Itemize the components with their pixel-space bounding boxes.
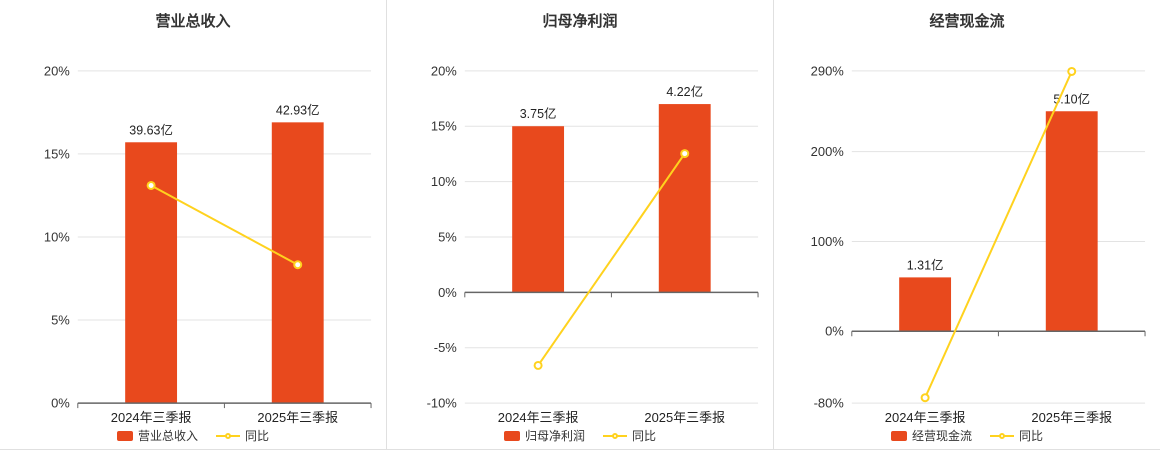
x-category-label: 2025年三季报 <box>257 410 338 425</box>
bar-value-label: 1.31亿 <box>907 257 944 272</box>
legend-label-yoy: 同比 <box>632 429 657 443</box>
panel-net-profit: 归母净利润 20% 15% 10% 5% 0% -5% -10% 3.75亿 4.22亿 2024… <box>386 0 773 449</box>
legend-label-net-profit: 归母净利润 <box>524 429 585 443</box>
panel-total-revenue: 营业总收入 20% 15% 10% 5% 0% 39.63亿 42.93亿 2024年三季报 2… <box>0 0 386 449</box>
y-tick-label: 15% <box>431 119 457 134</box>
bar-curr-period <box>658 104 711 293</box>
line-marker-icon <box>216 432 240 439</box>
chart-title-net-profit: 归母净利润 <box>542 13 618 30</box>
y-tick-label: -5% <box>434 340 458 355</box>
y-tick-label: 290% <box>811 63 845 78</box>
bar-value-label: 5.10亿 <box>1053 91 1090 106</box>
net-profit-chart: 20% 15% 10% 5% 0% -5% -10% 3.75亿 4.22亿 2024年三季报 20… <box>427 63 759 425</box>
legend-label-cash-flow: 经营现金流 <box>911 429 972 443</box>
bar-swatch-icon <box>116 430 133 441</box>
bar-prev-period <box>899 277 952 332</box>
chart-legend-cash-flow: 经营现金流 同比 <box>774 427 1160 444</box>
y-tick-label: 0% <box>825 324 844 339</box>
bar-prev-period <box>512 126 565 293</box>
y-tick-label: 5% <box>51 313 70 328</box>
legend-label-yoy: 同比 <box>1019 429 1044 443</box>
yoy-point-marker <box>146 180 156 190</box>
chart-title-cash-flow: 经营现金流 <box>929 13 1005 30</box>
y-tick-label: 100% <box>811 234 845 249</box>
chart-legend-revenue: 营业总收入 同比 <box>0 427 386 444</box>
y-tick-label: 5% <box>438 229 457 244</box>
legend-item-net-profit-bar[interactable]: 归母净利润 <box>503 427 585 444</box>
yoy-line <box>150 184 299 266</box>
yoy-point-marker <box>920 393 930 403</box>
yoy-point-marker <box>533 360 543 370</box>
legend-item-revenue-yoy[interactable]: 同比 <box>216 427 269 444</box>
y-tick-label: -80% <box>814 396 845 411</box>
x-category-label: 2025年三季报 <box>644 410 725 425</box>
chart-legend-net-profit: 归母净利润 同比 <box>387 427 773 444</box>
bar-value-label: 39.63亿 <box>129 122 173 137</box>
x-category-label: 2025年三季报 <box>1031 410 1112 425</box>
legend-item-net-profit-yoy[interactable]: 同比 <box>603 427 656 444</box>
yoy-point-marker <box>1067 66 1077 76</box>
y-tick-label: 15% <box>44 146 70 161</box>
y-tick-label: 20% <box>44 63 70 78</box>
legend-label-yoy: 同比 <box>245 429 270 443</box>
y-tick-label: -10% <box>427 396 458 411</box>
line-marker-icon <box>603 432 627 439</box>
bar-value-label: 4.22亿 <box>666 84 703 99</box>
chart-title-revenue: 营业总收入 <box>155 13 231 30</box>
yoy-point-marker <box>293 260 303 270</box>
line-marker-icon <box>990 432 1014 439</box>
legend-item-cash-flow-yoy[interactable]: 同比 <box>990 427 1043 444</box>
bar-value-label: 42.93亿 <box>276 102 320 117</box>
yoy-point-marker <box>680 149 690 159</box>
y-tick-label: 10% <box>431 174 457 189</box>
panel-operating-cash-flow: 经营现金流 290% 200% 100% 0% -80% 1.31亿 5.10亿 2024年三… <box>773 0 1160 449</box>
y-tick-label: 10% <box>44 229 70 244</box>
legend-item-revenue-bar[interactable]: 营业总收入 <box>116 427 198 444</box>
x-category-label: 2024年三季报 <box>498 410 579 425</box>
legend-label-revenue: 营业总收入 <box>137 429 198 443</box>
y-tick-label: 0% <box>438 285 457 300</box>
cash-flow-chart: 290% 200% 100% 0% -80% 1.31亿 5.10亿 2024年三季报 2025… <box>811 63 1146 425</box>
bar-curr-period <box>1045 111 1098 332</box>
bar-swatch-icon <box>503 430 520 441</box>
revenue-chart: 20% 15% 10% 5% 0% 39.63亿 42.93亿 2024年三季报 2025年三季… <box>44 63 372 425</box>
yoy-line <box>537 153 686 367</box>
legend-item-cash-flow-bar[interactable]: 经营现金流 <box>890 427 972 444</box>
y-tick-label: 20% <box>431 63 457 78</box>
y-tick-label: 0% <box>51 396 70 411</box>
bar-value-label: 3.75亿 <box>520 106 557 121</box>
bar-swatch-icon <box>890 430 907 441</box>
x-category-label: 2024年三季报 <box>885 410 966 425</box>
yoy-line <box>924 71 1073 399</box>
y-tick-label: 200% <box>811 144 845 159</box>
x-category-label: 2024年三季报 <box>111 410 192 425</box>
